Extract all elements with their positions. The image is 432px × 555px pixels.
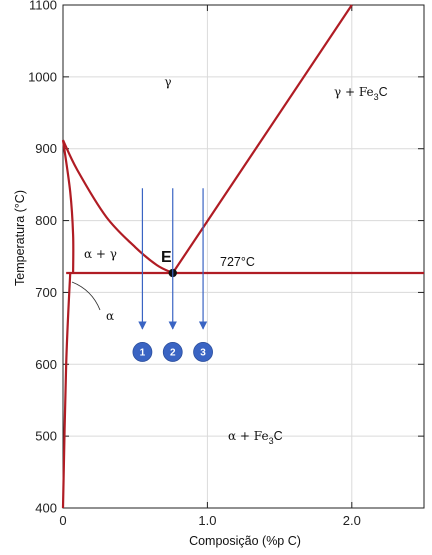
eutectoid-point-label: E — [161, 249, 172, 266]
alpha-leader-line — [71, 281, 101, 311]
y-tick-label-3: 700 — [35, 285, 57, 300]
plot-frame — [62, 4, 425, 509]
region-gamma-fe3c-c: C — [379, 85, 388, 99]
region-alpha-gamma-label: α + γ — [84, 247, 117, 261]
path-badge-2 — [162, 342, 183, 362]
x-tick-label-1: 1.0 — [198, 513, 216, 528]
x-tick-label-0: 0 — [59, 513, 66, 528]
region-alpha-fe3c-c: C — [274, 429, 283, 443]
y-tick-label-1: 500 — [35, 429, 57, 444]
boundary-alpha-solvus-upper — [61, 139, 75, 274]
region-gamma-fe3c-main: γ + Fe — [334, 85, 374, 99]
path-badge-label-1: 1 — [140, 348, 146, 359]
y-axis-title: Temperatura (°C) — [13, 190, 27, 286]
boundary-a3 — [62, 139, 174, 275]
region-alpha-label: α — [106, 309, 114, 323]
y-tick-label-5: 900 — [35, 141, 57, 156]
eutectoid-temperature-label: 727°C — [220, 255, 255, 269]
boundary-acm — [171, 4, 353, 274]
path-badge-label-3: 3 — [200, 348, 206, 359]
x-axis-title: Composição (%p C) — [189, 534, 301, 548]
axis-ticks: 400 500 600 700 800 900 1000 1100 0 1.0 2.0 — [28, 0, 424, 528]
region-gamma-fe3c-sub: 3 — [374, 92, 379, 102]
path-badge-3 — [193, 342, 213, 362]
region-alpha-fe3c-main: α + Fe — [228, 429, 269, 443]
path-badge-1 — [132, 342, 153, 362]
y-tick-label-0: 400 — [35, 501, 57, 516]
grid — [63, 5, 424, 508]
region-gamma-label: γ — [164, 75, 171, 89]
y-tick-label-7: 1100 — [29, 0, 57, 13]
region-alpha-fe3c-sub: 3 — [269, 436, 274, 446]
region-alpha-fe3c-label: α + Fe3C — [228, 429, 283, 446]
boundary-alpha-solvus-lower — [61, 272, 72, 509]
region-gamma-fe3c-label: γ + Fe3C — [334, 85, 388, 102]
x-tick-label-2: 2.0 — [343, 513, 361, 528]
path-badge-label-2: 2 — [170, 348, 176, 359]
region-labels: γ γ + Fe3C α + γ α α + Fe3C E 727°C — [84, 75, 388, 446]
y-tick-label-6: 1000 — [28, 69, 57, 84]
y-tick-label-2: 600 — [35, 357, 57, 372]
cooling-paths: 1 2 3 — [132, 188, 213, 362]
y-tick-label-4: 800 — [35, 213, 57, 228]
